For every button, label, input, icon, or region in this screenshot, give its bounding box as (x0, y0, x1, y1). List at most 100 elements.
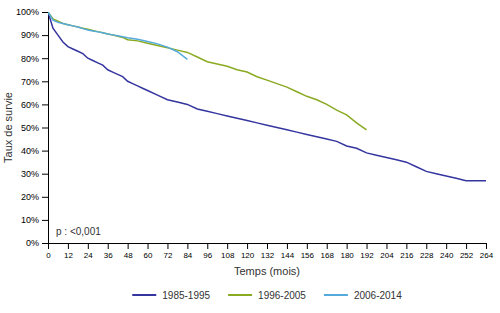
tick-label: 80% (21, 54, 39, 64)
tick-mark (42, 12, 48, 13)
tick-mark (386, 243, 387, 249)
tick-label: 156 (301, 251, 315, 260)
tick: 70% (21, 77, 48, 87)
tick-mark (88, 243, 89, 249)
tick-mark (167, 243, 168, 249)
tick-mark (227, 243, 228, 249)
tick-label: 60 (144, 251, 153, 260)
tick-label: 216 (400, 251, 414, 260)
legend-item: 2006-2014 (324, 290, 402, 301)
tick: 20% (21, 192, 48, 202)
legend-swatch (324, 294, 348, 296)
tick: 264 (480, 243, 494, 260)
tick-label: 264 (480, 251, 494, 260)
tick-mark (42, 35, 48, 36)
tick: 180 (340, 243, 354, 260)
tick-label: 20% (21, 192, 39, 202)
tick-mark (287, 243, 288, 249)
tick-mark (247, 243, 248, 249)
series-line (48, 12, 486, 181)
tick-mark (42, 81, 48, 82)
tick: 132 (261, 243, 275, 260)
tick-label: 228 (420, 251, 434, 260)
tick-mark (486, 243, 487, 249)
tick-mark (347, 243, 348, 249)
tick: 60% (21, 100, 48, 110)
tick-mark (327, 243, 328, 249)
tick-mark (42, 151, 48, 152)
tick: 252 (460, 243, 474, 260)
tick-label: 180 (340, 251, 354, 260)
x-axis-title: Temps (mois) (234, 265, 300, 277)
tick-mark (187, 243, 188, 249)
tick-mark (108, 243, 109, 249)
tick: 228 (420, 243, 434, 260)
legend-label: 1996-2005 (258, 290, 306, 301)
tick: 100% (16, 7, 48, 17)
tick-label: 50% (21, 123, 39, 133)
tick: 30% (21, 169, 48, 179)
tick: 48 (124, 243, 133, 260)
tick: 24 (84, 243, 93, 260)
axis-line (49, 244, 487, 250)
tick: 204 (380, 243, 394, 260)
series-line (48, 12, 187, 59)
tick-label: 192 (360, 251, 374, 260)
tick-label: 90% (21, 30, 39, 40)
tick-mark (426, 243, 427, 249)
tick: 0 (46, 243, 51, 260)
tick-label: 168 (321, 251, 335, 260)
y-axis-title: Taux de survie (2, 92, 14, 163)
tick: 40% (21, 146, 48, 156)
tick-label: 0% (26, 238, 39, 248)
tick-label: 120 (241, 251, 255, 260)
tick-mark (406, 243, 407, 249)
tick: 216 (400, 243, 414, 260)
tick-mark (42, 174, 48, 175)
tick-label: 252 (460, 251, 474, 260)
tick: 90% (21, 30, 48, 40)
tick-label: 84 (183, 251, 192, 260)
chart: 0122436486072849610812013214415616818019… (0, 0, 500, 313)
tick-label: 96 (203, 251, 212, 260)
tick: 144 (281, 243, 295, 260)
tick-mark (42, 128, 48, 129)
tick-mark (42, 58, 48, 59)
tick-mark (68, 243, 69, 249)
tick-label: 12 (64, 251, 73, 260)
lines (48, 12, 486, 181)
tick-label: 30% (21, 169, 39, 179)
tick-mark (466, 243, 467, 249)
tick: 120 (241, 243, 255, 260)
tick: 240 (440, 243, 454, 260)
tick: 50% (21, 123, 48, 133)
tick-label: 48 (124, 251, 133, 260)
tick-label: 70% (21, 77, 39, 87)
legend-label: 2006-2014 (354, 290, 402, 301)
tick-label: 204 (380, 251, 394, 260)
tick-mark (42, 220, 48, 221)
tick: 192 (360, 243, 374, 260)
tick-mark (307, 243, 308, 249)
tick-label: 60% (21, 100, 39, 110)
x-axis: 0122436486072849610812013214415616818019… (46, 243, 493, 260)
plot: 0122436486072849610812013214415616818019… (16, 7, 494, 259)
tick: 84 (183, 243, 192, 260)
legend-swatch (228, 294, 252, 296)
tick: 60 (144, 243, 153, 260)
tick-label: 240 (440, 251, 454, 260)
legend-label: 1985-1995 (162, 290, 210, 301)
tick-mark (446, 243, 447, 249)
legend-item: 1996-2005 (228, 290, 306, 301)
tick-label: 132 (261, 251, 275, 260)
tick-label: 10% (21, 215, 39, 225)
tick-label: 24 (84, 251, 93, 260)
tick-mark (367, 243, 368, 249)
tick-mark (42, 104, 48, 105)
tick-label: 0 (46, 251, 51, 260)
series-line (48, 12, 367, 130)
tick: 12 (64, 243, 73, 260)
tick-label: 100% (16, 7, 39, 17)
y-axis: 0% 10% 20% 30% 40% 50% 60% 70% 80% 90% 100% (16, 7, 49, 248)
tick: 96 (203, 243, 212, 260)
